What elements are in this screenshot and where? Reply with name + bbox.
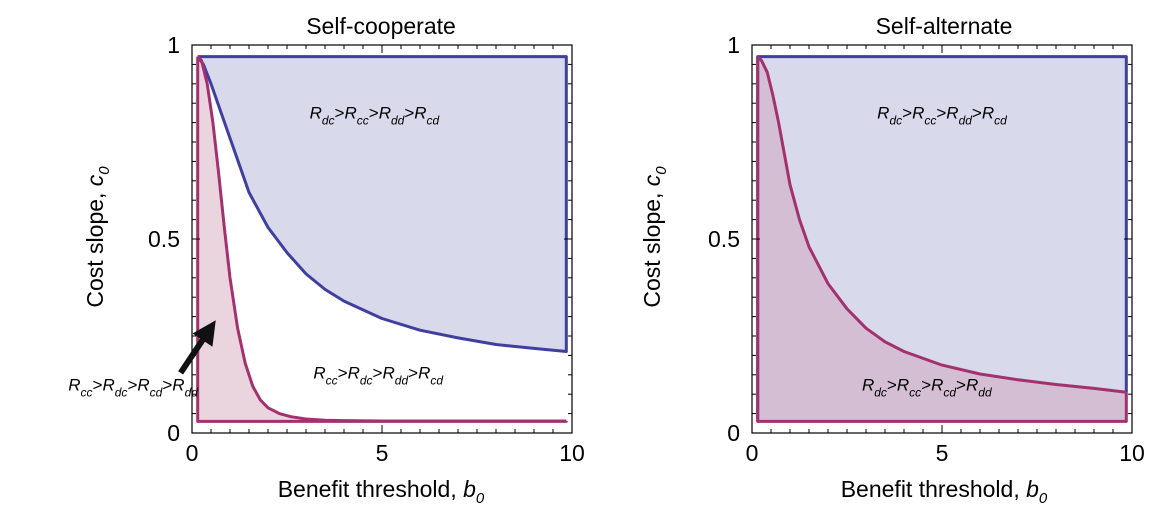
- x-tick-label: 10: [1119, 440, 1145, 466]
- plot-area: 0 5 10 0 0.5 1 Rdc>Rcc>Rdd>Rcd Rdc>Rcc>Rcd>Rdd: [708, 32, 1145, 466]
- y-tick-label: 1: [167, 32, 180, 58]
- x-axis-label: Benefit threshold, b0: [278, 476, 485, 507]
- chart-title: Self-cooperate: [306, 13, 456, 39]
- x-tick-label: 5: [936, 440, 949, 466]
- x-tick-label: 0: [746, 440, 759, 466]
- y-tick-label: 0: [727, 420, 740, 446]
- y-axis-label: Cost slope, c0: [639, 166, 670, 308]
- x-tick-label: 0: [186, 440, 199, 466]
- x-axis-label: Benefit threshold, b0: [841, 476, 1048, 507]
- panel-self-cooperate: Self-cooperate 0 5 10 0 0.5 1 Rdc>Rcc>Rdd>Rcd R…: [68, 13, 585, 507]
- inequality-label: Rdc>Rcc>Rcd>Rdd: [862, 375, 992, 399]
- chart-title: Self-alternate: [876, 13, 1013, 39]
- y-tick-label: 0: [167, 420, 180, 446]
- y-tick-label: 1: [727, 32, 740, 58]
- region-boundary-0: [196, 55, 568, 353]
- inequality-label: Rdc>Rcc>Rdd>Rcd: [877, 104, 1007, 128]
- y-tick-label: 0.5: [708, 226, 740, 252]
- annotation-arrow: [178, 320, 216, 375]
- inequality-label: Rcc>Rdc>Rdd>Rcd: [313, 364, 443, 388]
- region-fill-1: [197, 56, 567, 422]
- inequality-label: Rcc>Rdc>Rcd>Rdd: [68, 375, 198, 399]
- x-tick-label: 10: [559, 440, 585, 466]
- x-tick-label: 5: [376, 440, 389, 466]
- y-tick-label: 0.5: [148, 226, 180, 252]
- y-axis-label: Cost slope, c0: [82, 166, 113, 308]
- plot-area: 0 5 10 0 0.5 1 Rdc>Rcc>Rdd>Rcd Rcc>Rdc>Rdd>Rcd R…: [68, 32, 585, 466]
- inequality-label: Rdc>Rcc>Rdd>Rcd: [310, 104, 440, 128]
- region-fill-1: [757, 56, 1127, 422]
- region-fill-0: [197, 56, 567, 352]
- panel-self-alternate: Self-alternate 0 5 10 0 0.5 1 Rdc>Rcc>Rdd>Rcd R…: [639, 13, 1145, 507]
